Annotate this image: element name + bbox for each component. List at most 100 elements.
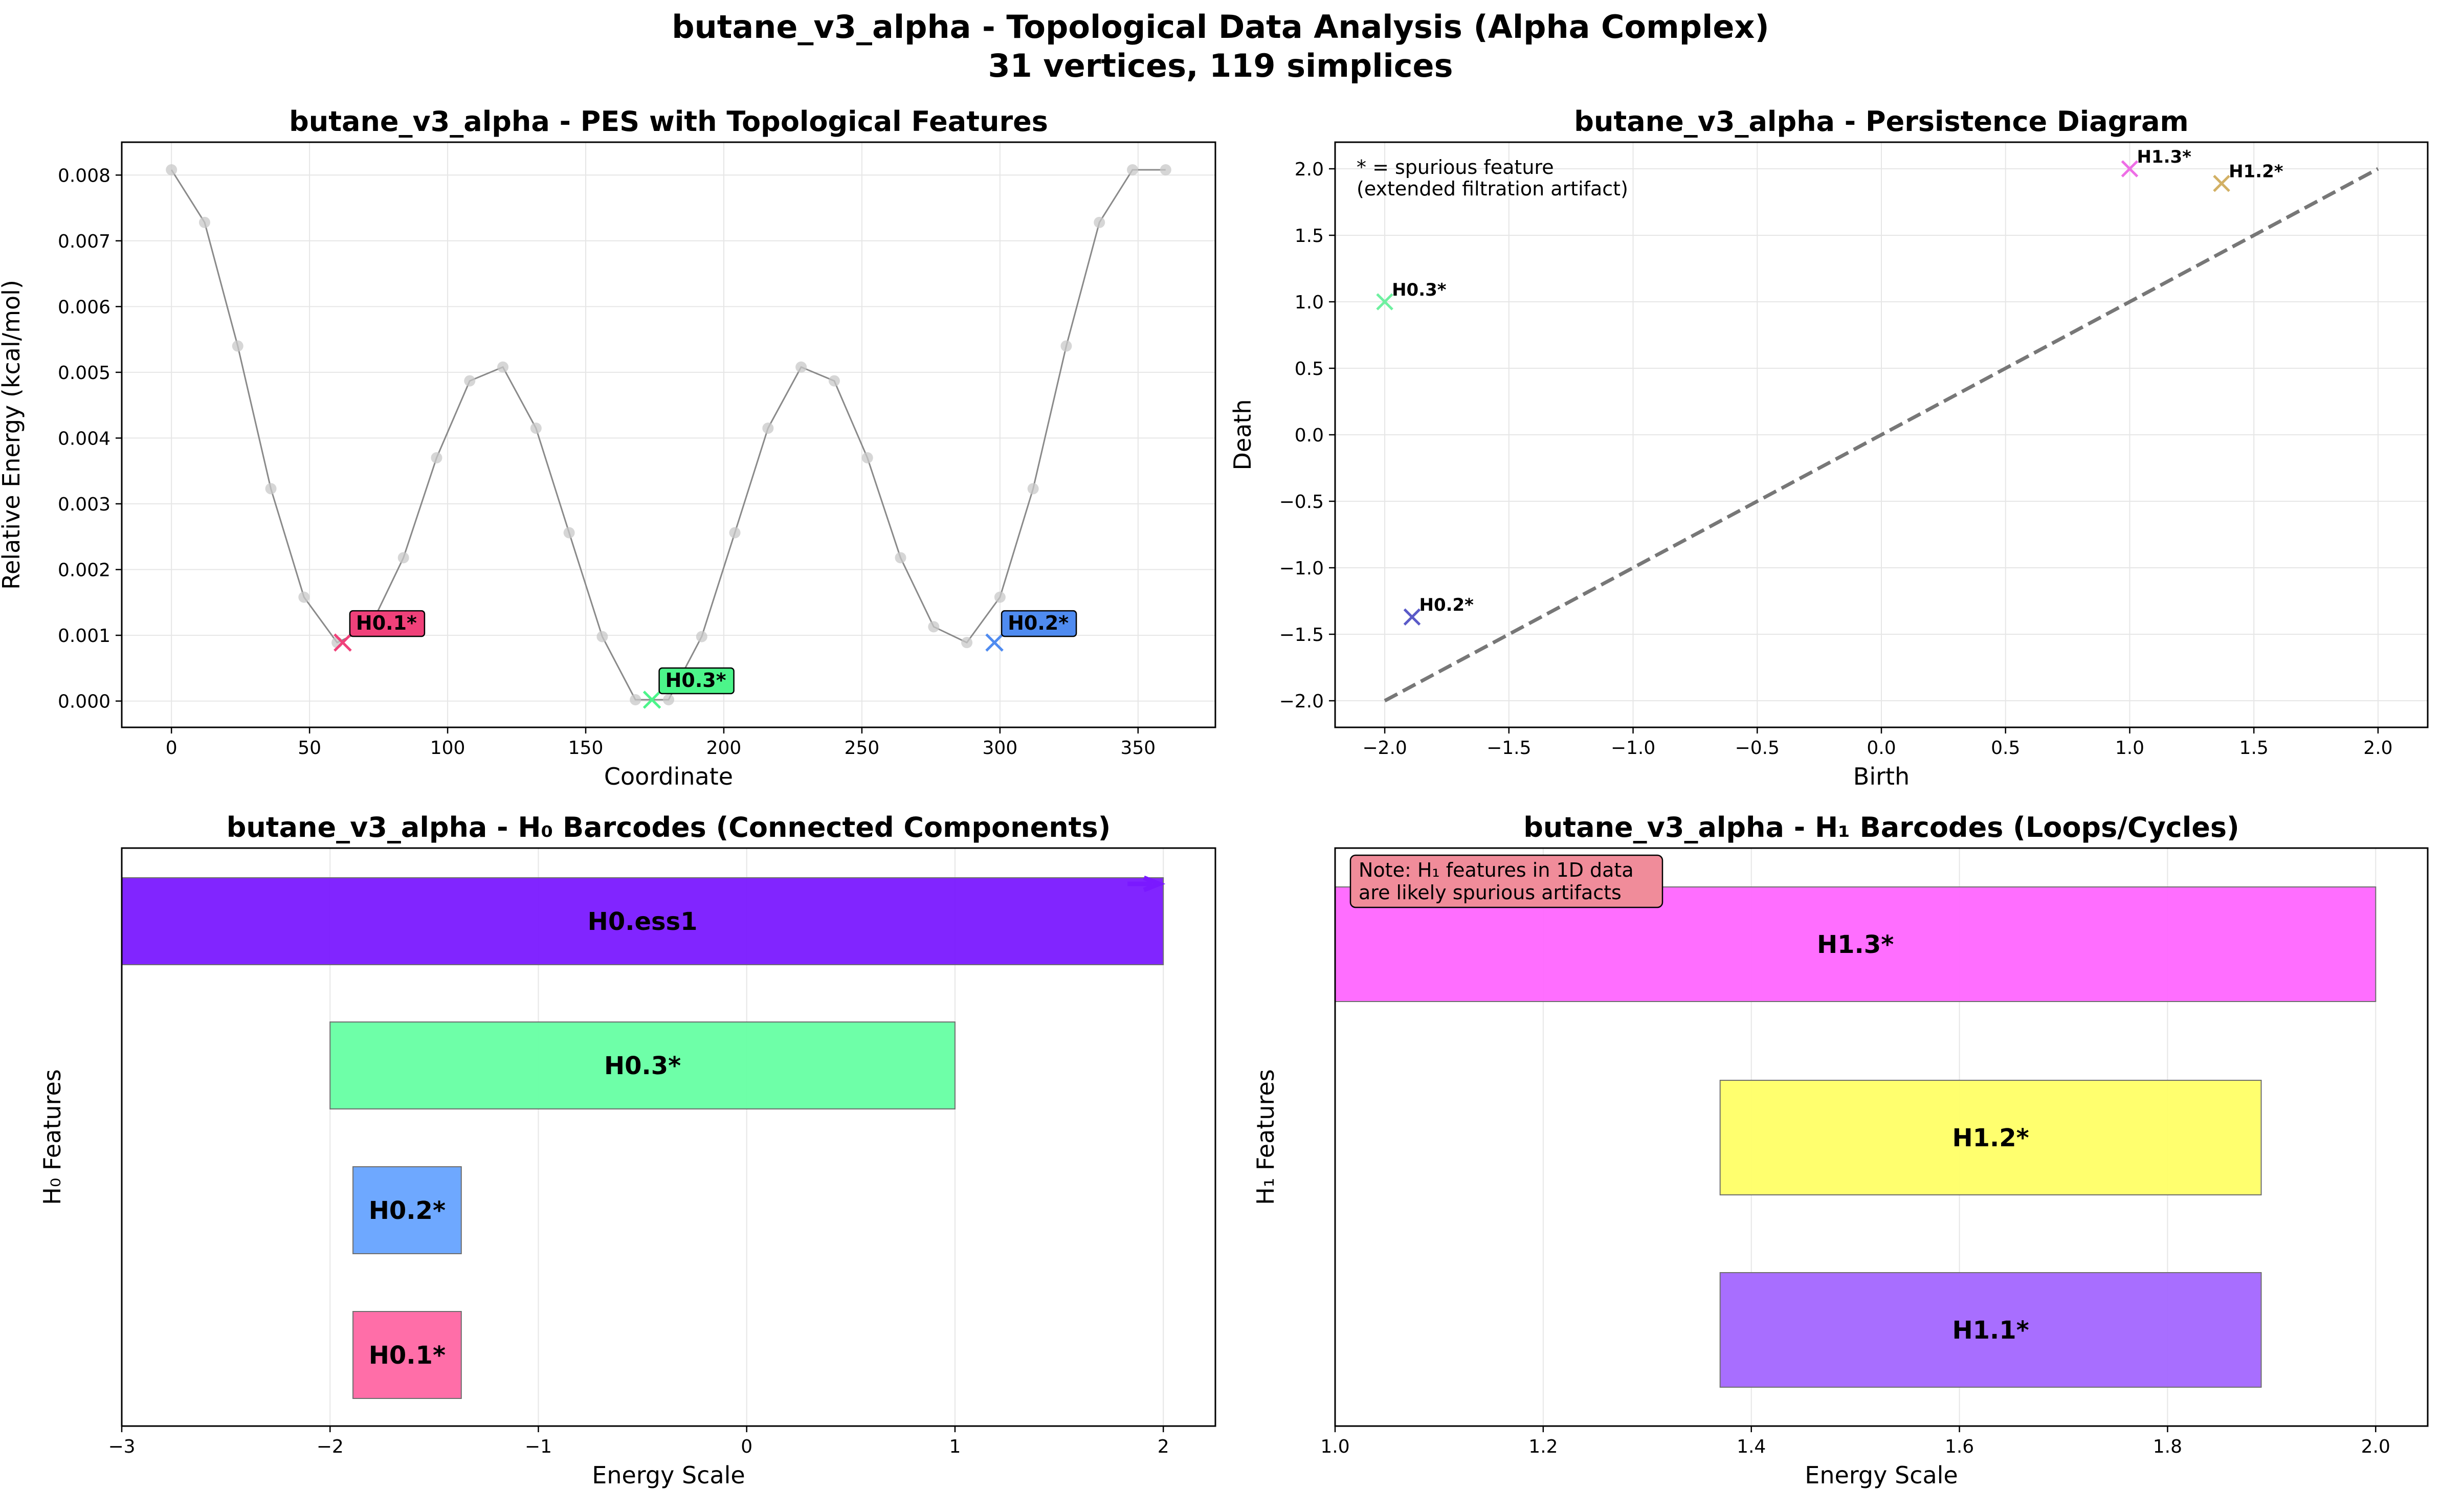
x-tick-label: 1.6 <box>1945 1436 1974 1457</box>
pes-data-point <box>298 591 310 603</box>
plot-frame <box>121 847 1216 1427</box>
barcode-label: H0.1* <box>369 1341 446 1370</box>
barcode-bar <box>352 1166 462 1254</box>
note-box <box>1349 854 1663 908</box>
x-tick-label: 0 <box>741 1436 752 1457</box>
x-tick-label: 150 <box>568 738 604 759</box>
h0-barcodes-panel: butane_v3_alpha - H₀ Barcodes (Connected… <box>38 811 1216 1489</box>
feature-label: H0.2* <box>1008 612 1069 634</box>
feature-label-box <box>349 610 426 637</box>
pes-data-point <box>1027 483 1039 495</box>
x-axis-label: Birth <box>1853 763 1910 790</box>
y-axis-label: Relative Energy (kcal/mol) <box>0 280 25 590</box>
x-tick-label: 1.0 <box>1320 1436 1349 1457</box>
y-axis-label: H₁ Features <box>1252 1069 1279 1205</box>
x-tick-label: 1.8 <box>2153 1436 2182 1457</box>
y-axis-label: Death <box>1229 399 1256 470</box>
persistence-point <box>1403 608 1421 626</box>
point-label: H1.2* <box>2229 162 2283 182</box>
barcode-label: H1.3* <box>1817 930 1894 959</box>
y-tick-label: 0.002 <box>58 560 110 581</box>
pes-data-point <box>1060 340 1072 352</box>
plot-frame <box>1334 847 2429 1427</box>
x-tick-label: 200 <box>706 738 742 759</box>
feature-label: H0.1* <box>356 612 417 634</box>
y-tick-label: −2.0 <box>1279 691 1324 712</box>
x-tick-label: 1.4 <box>1737 1436 1766 1457</box>
x-tick-label: −0.5 <box>1735 738 1780 759</box>
y-axis-label: H₀ Features <box>38 1069 66 1205</box>
x-tick-label: 350 <box>1120 738 1156 759</box>
pes-data-point <box>563 527 575 539</box>
pes-data-point <box>928 621 940 633</box>
point-label: H0.3* <box>1392 280 1447 300</box>
note-line2: are likely spurious artifacts <box>1359 881 1622 904</box>
x-tick-label: −1.5 <box>1486 738 1531 759</box>
barcode-label: H1.1* <box>1952 1316 2029 1345</box>
barcode-bar <box>329 1021 956 1109</box>
pes-data-point <box>497 361 509 373</box>
barcode-bar <box>1719 1272 2262 1388</box>
persistence-point <box>2213 174 2230 192</box>
persistence-point <box>1376 293 1393 310</box>
y-tick-label: 0.0 <box>1295 425 1324 446</box>
pes-data-point <box>994 591 1006 603</box>
barcode-bar <box>121 877 1164 965</box>
x-axis-label: Energy Scale <box>592 1461 745 1489</box>
x-tick-label: 0.0 <box>1867 738 1896 759</box>
pes-data-point <box>663 694 674 706</box>
x-tick-label: 1.2 <box>1528 1436 1558 1457</box>
y-tick-label: 0.007 <box>58 231 110 252</box>
plot-frame <box>1334 141 2429 728</box>
pes-data-point <box>1094 216 1105 228</box>
pes-data-point <box>431 452 442 463</box>
barcode-bar <box>352 1311 462 1399</box>
x-tick-label: 1.5 <box>2239 738 2269 759</box>
feature-label: H0.3* <box>665 669 726 692</box>
pes-data-point <box>166 164 177 175</box>
chart-title: butane_v3_alpha - H₁ Barcodes (Loops/Cyc… <box>1523 811 2239 843</box>
y-tick-label: 0.004 <box>58 428 110 449</box>
x-tick-label: 1 <box>949 1436 961 1457</box>
pes-data-point <box>696 631 707 642</box>
y-tick-label: 0.006 <box>58 297 110 318</box>
x-tick-label: −2 <box>317 1436 344 1457</box>
y-tick-label: 0.005 <box>58 363 110 384</box>
x-axis-label: Coordinate <box>604 763 733 790</box>
pes-data-point <box>795 361 807 373</box>
pes-data-point <box>762 423 774 434</box>
pes-data-point <box>861 452 873 463</box>
pes-data-point <box>630 694 641 706</box>
pes-data-point <box>961 637 973 649</box>
pes-data-point <box>1160 164 1171 175</box>
plot-frame <box>121 141 1216 728</box>
chart-title: butane_v3_alpha - PES with Topological F… <box>289 105 1048 138</box>
barcode-label: H1.2* <box>1952 1124 2029 1152</box>
y-tick-label: 1.5 <box>1295 226 1324 247</box>
y-tick-label: 2.0 <box>1295 159 1324 180</box>
pes-data-point <box>1127 164 1139 175</box>
diagonal-line <box>1384 167 2379 703</box>
x-tick-label: 2.0 <box>2363 738 2392 759</box>
pes-data-point <box>198 216 210 228</box>
pes-data-point <box>397 552 409 564</box>
essential-arrow <box>1127 875 1166 893</box>
x-tick-label: 0 <box>166 738 177 759</box>
figure-title: butane_v3_alpha - Topological Data Analy… <box>672 8 1769 46</box>
x-tick-label: 2 <box>1158 1436 1169 1457</box>
barcode-bar <box>1719 1080 2262 1195</box>
y-tick-label: 0.003 <box>58 494 110 515</box>
pes-data-point <box>895 552 906 564</box>
y-tick-label: −1.0 <box>1279 558 1324 579</box>
y-tick-label: −1.5 <box>1279 625 1324 646</box>
persistence-diagram-panel: butane_v3_alpha - Persistence Diagram −2.… <box>1229 105 2429 790</box>
y-tick-label: 1.0 <box>1295 292 1324 313</box>
h1-barcodes-panel: butane_v3_alpha - H₁ Barcodes (Loops/Cyc… <box>1252 811 2429 1489</box>
y-tick-label: 0.001 <box>58 626 110 647</box>
x-tick-label: 0.5 <box>1991 738 2020 759</box>
feature-marker <box>334 633 352 652</box>
pes-panel: butane_v3_alpha - PES with Topological F… <box>0 105 1216 790</box>
point-label: H1.3* <box>2137 147 2191 167</box>
x-tick-label: −3 <box>108 1436 135 1457</box>
